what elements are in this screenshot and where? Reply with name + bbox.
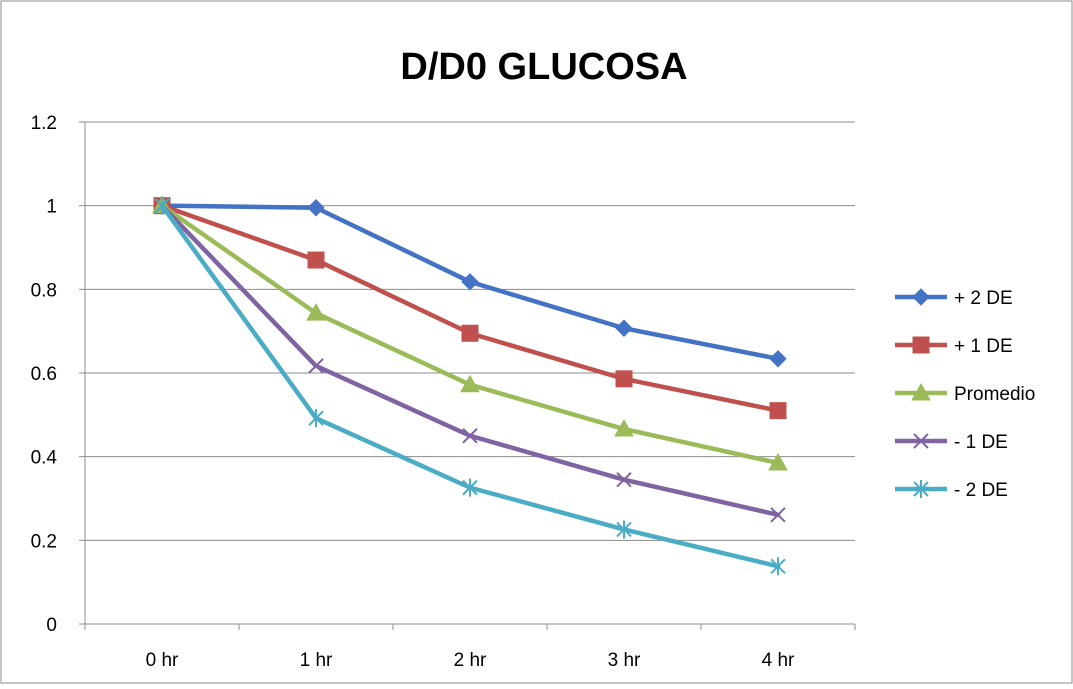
plot-area: 0 0.2 0.4 0.6 0.8 1 1.2 0 hr 1 hr 2 hr 3 hr 4 hr: [31, 113, 856, 671]
data-point-1-2: [461, 324, 479, 342]
data-point-2-3: [614, 419, 634, 437]
legend-item-2: Promedio: [895, 382, 1035, 405]
data-point-2-2: [460, 374, 480, 393]
data-point-4-4: [770, 557, 786, 576]
data-point-3-3: [616, 471, 632, 488]
y-tick-label-4: 0.8: [31, 280, 57, 301]
data-point-1-1: [307, 251, 325, 269]
legend-marker-0: [912, 288, 930, 306]
data-point-2-1: [306, 303, 326, 321]
legend-marker-1: [912, 336, 930, 354]
data-point-4-0: [154, 196, 170, 215]
legend-label-3: - 1 DE: [954, 432, 1008, 453]
data-point-0-2: [461, 273, 479, 291]
legend-item-0: + 2 DE: [895, 288, 1013, 309]
legend-label-4: - 2 DE: [954, 480, 1008, 501]
legend-marker-3: [913, 433, 929, 449]
legend-item-4: - 2 DE: [895, 480, 1008, 501]
series-1: [153, 197, 787, 420]
data-point-3-1: [308, 358, 324, 374]
legend-item-1: + 1 DE: [895, 336, 1013, 357]
data-point-3-2: [462, 428, 478, 444]
data-point-0-1: [307, 199, 325, 217]
x-tick-label-0: 0 hr: [146, 650, 179, 671]
data-point-3-4: [770, 507, 786, 523]
series-2: [152, 195, 788, 471]
legend-label-2: Promedio: [954, 384, 1035, 405]
y-tick-label-3: 0.6: [31, 364, 57, 385]
legend-marker-2: [911, 382, 931, 401]
x-tick-label-1: 1 hr: [300, 650, 333, 671]
legend-marker-4: [913, 480, 929, 498]
data-point-1-3: [615, 370, 633, 388]
legend-item-3: - 1 DE: [895, 432, 1008, 453]
x-tick-label-2: 2 hr: [454, 650, 487, 671]
data-point-2-4: [768, 452, 788, 471]
series-4: [154, 196, 786, 576]
x-tick-label-3: 3 hr: [608, 650, 641, 671]
y-tick-label-1: 0.2: [31, 531, 57, 552]
y-tick-label-6: 1.2: [31, 113, 57, 134]
series-3: [154, 197, 786, 523]
legend: + 2 DE + 1 DE Promedio - 1 DE - 2 DE: [895, 288, 1035, 501]
data-point-0-4: [769, 350, 787, 368]
legend-label-1: + 1 DE: [954, 336, 1013, 357]
data-point-0-3: [615, 319, 633, 337]
y-tick-label-5: 1: [46, 197, 57, 218]
x-tick-label-4: 4 hr: [762, 650, 795, 671]
data-point-4-2: [462, 478, 478, 497]
y-tick-label-2: 0.4: [31, 448, 58, 469]
data-point-1-4: [769, 402, 787, 420]
data-point-4-3: [616, 520, 632, 539]
legend-label-0: + 2 DE: [954, 288, 1013, 309]
chart-title: D/D0 GLUCOSA: [400, 46, 687, 88]
data-point-4-1: [308, 409, 324, 428]
y-tick-label-0: 0: [46, 615, 57, 636]
